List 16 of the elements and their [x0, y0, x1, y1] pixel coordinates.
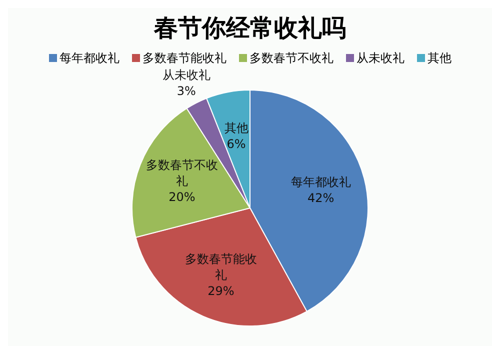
slice-label: 每年都收礼	[290, 174, 351, 190]
legend-label: 从未收礼	[356, 50, 404, 66]
legend-label: 每年都收礼	[60, 50, 120, 66]
data-label: 20%	[168, 189, 196, 206]
legend-label: 多数春节不收礼	[250, 50, 334, 66]
legend-label: 多数春节能收礼	[142, 50, 226, 66]
slice-label: 多数春节能收礼	[184, 251, 258, 284]
slice-label: 从未收礼	[162, 67, 210, 84]
slice-label: 其他	[224, 120, 248, 136]
data-label: 3%	[176, 83, 196, 100]
chart-title: 春节你经常收礼吗	[152, 12, 347, 44]
data-label: 42%	[308, 190, 334, 206]
data-label: 6%	[226, 136, 246, 152]
slice-label: 多数春节不收礼	[144, 157, 219, 190]
data-label: 29%	[208, 283, 234, 300]
legend-label: 其他	[428, 50, 452, 66]
